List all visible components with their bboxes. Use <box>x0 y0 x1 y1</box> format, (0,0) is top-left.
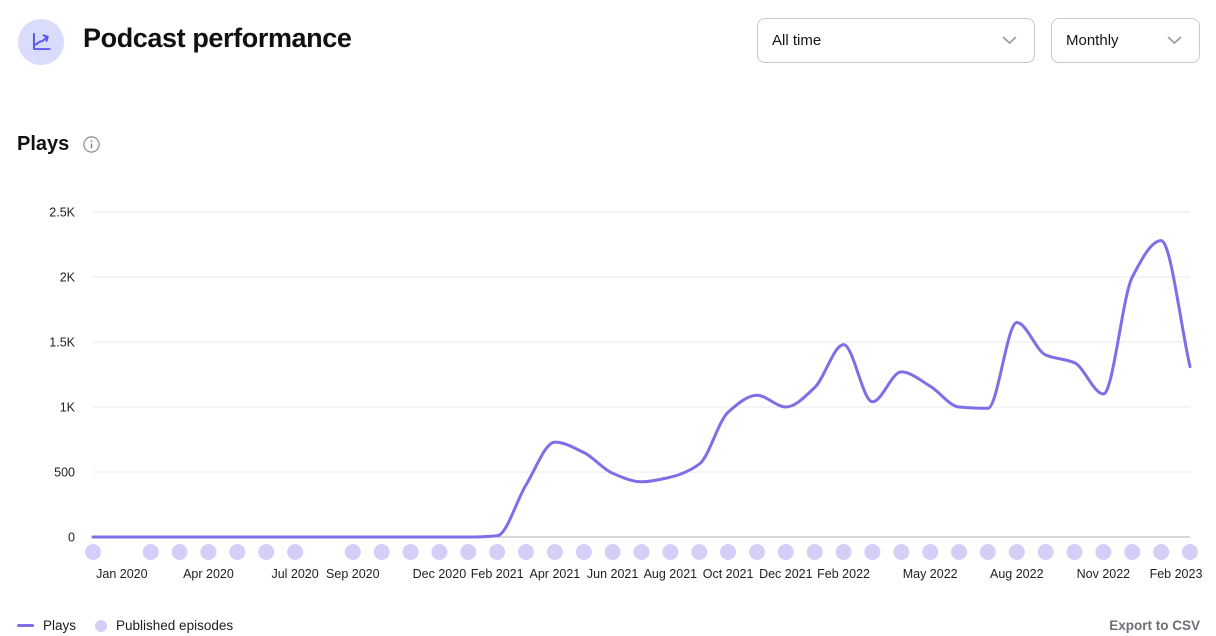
episode-dot <box>431 544 447 560</box>
time-range-value: All time <box>772 32 821 49</box>
granularity-select[interactable]: Monthly <box>1051 18 1200 63</box>
x-tick-label: Apr 2020 <box>183 567 234 581</box>
episode-dot <box>691 544 707 560</box>
episode-dot <box>201 544 217 560</box>
x-tick-label: Sep 2020 <box>326 567 380 581</box>
episode-dot <box>1153 544 1169 560</box>
x-tick-label: Feb 2021 <box>471 567 524 581</box>
x-tick-label: Jun 2021 <box>587 567 638 581</box>
chevron-down-icon <box>1167 36 1182 45</box>
info-icon[interactable] <box>83 136 100 153</box>
legend-episodes-label: Published episodes <box>116 618 233 633</box>
episode-dot <box>287 544 303 560</box>
chart-legend: Plays Published episodes <box>17 618 233 633</box>
episode-dot <box>374 544 390 560</box>
episode-dot <box>605 544 621 560</box>
y-tick-label: 2K <box>60 271 76 285</box>
x-tick-label: Oct 2021 <box>703 567 754 581</box>
episode-dot <box>547 544 563 560</box>
episode-dot <box>345 544 361 560</box>
episode-dot <box>1124 544 1140 560</box>
episode-dot <box>807 544 823 560</box>
episode-dot <box>576 544 592 560</box>
episode-dot <box>836 544 852 560</box>
x-tick-label: Nov 2022 <box>1077 567 1131 581</box>
episode-dot <box>172 544 188 560</box>
page-title: Podcast performance <box>83 23 352 54</box>
episode-dot <box>258 544 274 560</box>
episode-dot <box>662 544 678 560</box>
episode-dot <box>980 544 996 560</box>
episode-dot <box>229 544 245 560</box>
x-tick-label: Aug 2021 <box>644 567 698 581</box>
x-tick-label: May 2022 <box>903 567 958 581</box>
legend-plays-label: Plays <box>43 618 76 633</box>
episode-dot <box>864 544 880 560</box>
episode-dot <box>460 544 476 560</box>
x-tick-label: Dec 2021 <box>759 567 813 581</box>
episode-dot <box>143 544 159 560</box>
granularity-value: Monthly <box>1066 32 1119 49</box>
x-tick-label: Feb 2023 <box>1150 567 1203 581</box>
x-tick-label: Feb 2022 <box>817 567 870 581</box>
plays-line-swatch <box>17 624 34 627</box>
legend-item-published-episodes: Published episodes <box>95 618 233 633</box>
y-tick-label: 1K <box>60 401 76 415</box>
episodes-dot-swatch <box>95 620 107 632</box>
x-tick-label: Aug 2022 <box>990 567 1044 581</box>
plays-chart[interactable]: 0 500 1K 1.5K 2K 2.5K Jan 2020 Apr 2020 Jul 2020… <box>0 190 1216 595</box>
podcast-performance-icon <box>18 19 64 65</box>
episode-dot <box>893 544 909 560</box>
x-tick-label: Dec 2020 <box>413 567 467 581</box>
episode-dot <box>951 544 967 560</box>
legend-item-plays: Plays <box>17 618 76 633</box>
episode-dot <box>749 544 765 560</box>
chevron-down-icon <box>1002 36 1017 45</box>
y-tick-label: 2.5K <box>49 206 75 220</box>
plays-section-title: Plays <box>17 133 69 156</box>
episode-dot <box>1009 544 1025 560</box>
plays-line <box>93 241 1190 537</box>
x-tick-label: Jul 2020 <box>271 567 318 581</box>
y-tick-label: 0 <box>68 531 75 545</box>
x-tick-label: Apr 2021 <box>530 567 581 581</box>
episode-dot <box>518 544 534 560</box>
episode-dot <box>403 544 419 560</box>
episode-dot <box>489 544 505 560</box>
episode-dot <box>1038 544 1054 560</box>
episode-dot <box>922 544 938 560</box>
episode-dot <box>634 544 650 560</box>
episode-dot <box>1067 544 1083 560</box>
trend-line-icon <box>28 29 54 55</box>
x-tick-label: Jan 2020 <box>96 567 147 581</box>
episode-dot <box>1095 544 1111 560</box>
episode-dot <box>720 544 736 560</box>
episode-dot <box>85 544 101 560</box>
plays-chart-svg: 0 500 1K 1.5K 2K 2.5K Jan 2020 Apr 2020 Jul 2020… <box>0 190 1216 595</box>
time-range-select[interactable]: All time <box>757 18 1035 63</box>
y-tick-label: 1.5K <box>49 336 75 350</box>
episode-dot <box>1182 544 1198 560</box>
episode-dot <box>778 544 794 560</box>
y-tick-label: 500 <box>54 466 75 480</box>
export-to-csv-link[interactable]: Export to CSV <box>1109 618 1200 633</box>
